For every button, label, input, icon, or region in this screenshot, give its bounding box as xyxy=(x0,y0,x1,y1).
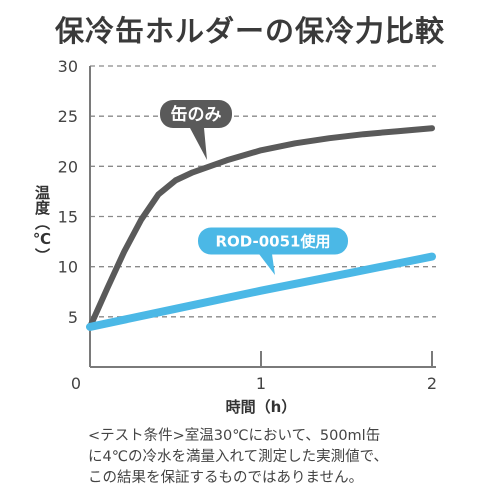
callout-box-2 xyxy=(198,227,348,255)
y-tick-25: 25 xyxy=(58,107,78,126)
grid-lines xyxy=(90,65,436,318)
callout-box-1 xyxy=(160,100,232,128)
note-line-1: <テスト条件>室温30℃において、500ml缶 xyxy=(88,428,381,444)
test-conditions-note: <テスト条件>室温30℃において、500ml缶 に4℃の冷水を満量入れて測定した… xyxy=(88,426,488,489)
x-tick-0: 0 xyxy=(71,374,81,393)
y-tick-15: 15 xyxy=(58,208,78,227)
y-tick-10: 10 xyxy=(58,258,78,277)
x-axis-label: 時間（h） xyxy=(226,398,297,416)
y-tick-30: 30 xyxy=(58,57,78,76)
x-tick-labels: 0 1 2 xyxy=(71,374,437,393)
note-line-3: この結果を保証するものではありません。 xyxy=(88,470,364,486)
series-line-2 xyxy=(86,252,436,331)
series-label-2: ROD-0051使用 xyxy=(215,232,330,250)
series-callouts: 缶のみ ROD-0051使用 xyxy=(160,100,348,275)
series-lines xyxy=(86,125,436,331)
series-line-1 xyxy=(87,125,435,330)
x-tick-1: 1 xyxy=(256,374,266,393)
axes xyxy=(89,66,436,368)
series-label-1: 缶のみ xyxy=(171,104,222,125)
x-tick-2: 2 xyxy=(427,374,437,393)
y-tick-20: 20 xyxy=(58,157,78,176)
y-tick-labels: 5 10 15 20 25 30 xyxy=(58,57,78,327)
note-line-2: に4℃の冷水を満量入れて測定した実測値で、 xyxy=(88,449,388,465)
callout-tail-2 xyxy=(259,254,275,275)
y-axis-label: 温度（℃） xyxy=(33,185,51,263)
y-tick-5: 5 xyxy=(68,308,78,327)
callout-tail-1 xyxy=(190,128,207,160)
chart-title: 保冷缶ホルダーの保冷力比較 xyxy=(54,14,445,48)
